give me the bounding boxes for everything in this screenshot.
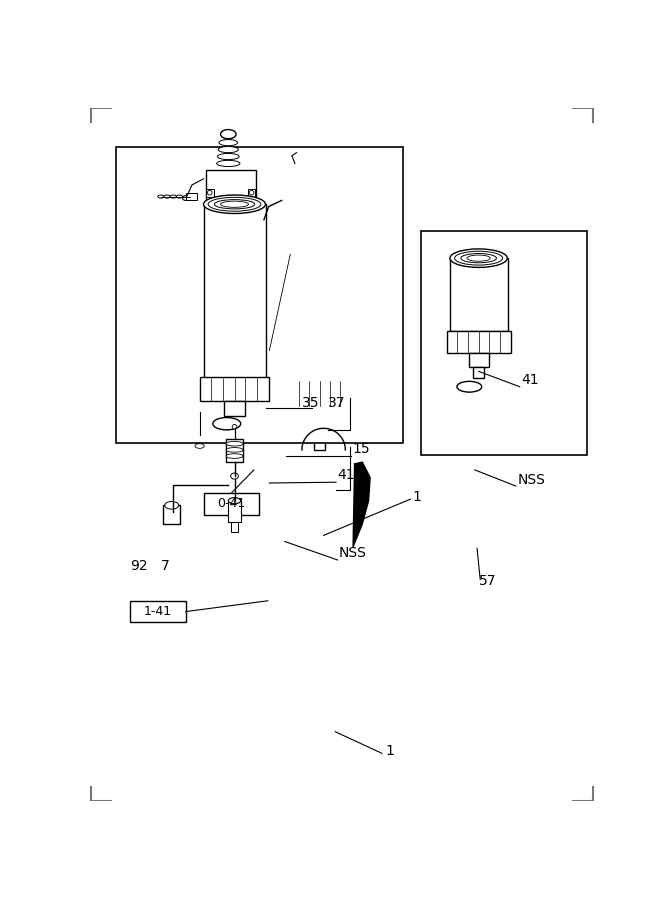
Ellipse shape — [195, 438, 204, 443]
Text: NSS: NSS — [518, 472, 545, 487]
Ellipse shape — [195, 444, 204, 448]
Ellipse shape — [165, 501, 179, 509]
Bar — [292, 231, 348, 382]
Ellipse shape — [461, 254, 496, 263]
Text: 1-41: 1-41 — [143, 605, 172, 618]
Ellipse shape — [219, 140, 237, 146]
Bar — [264, 415, 281, 428]
Ellipse shape — [297, 175, 321, 183]
Polygon shape — [353, 463, 370, 547]
Bar — [314, 435, 325, 450]
Bar — [447, 331, 511, 353]
Text: 57: 57 — [479, 574, 496, 589]
Ellipse shape — [298, 181, 319, 189]
Text: 1: 1 — [386, 743, 394, 758]
Bar — [203, 204, 265, 377]
Ellipse shape — [185, 391, 198, 403]
Bar — [450, 258, 508, 331]
Bar — [231, 522, 238, 532]
Text: 15: 15 — [352, 442, 370, 456]
Ellipse shape — [158, 195, 164, 198]
Ellipse shape — [195, 433, 204, 437]
Text: 7: 7 — [161, 559, 169, 573]
Ellipse shape — [221, 202, 248, 207]
Bar — [468, 353, 489, 366]
Ellipse shape — [231, 473, 238, 479]
Ellipse shape — [226, 447, 243, 452]
Ellipse shape — [334, 216, 340, 222]
Bar — [340, 196, 352, 206]
Bar — [289, 382, 351, 406]
Text: 92: 92 — [130, 559, 147, 573]
Ellipse shape — [217, 153, 239, 159]
Ellipse shape — [297, 169, 321, 176]
Ellipse shape — [207, 191, 212, 195]
Bar — [185, 193, 197, 201]
Ellipse shape — [249, 191, 254, 195]
Bar — [223, 400, 245, 416]
Ellipse shape — [221, 130, 236, 139]
Ellipse shape — [292, 222, 348, 240]
Bar — [228, 500, 241, 522]
Ellipse shape — [226, 454, 243, 458]
Ellipse shape — [309, 228, 331, 234]
Text: NSS: NSS — [339, 546, 367, 560]
Bar — [284, 214, 293, 223]
Text: 1: 1 — [413, 490, 422, 504]
Ellipse shape — [295, 157, 323, 164]
Bar — [332, 214, 342, 223]
Bar — [473, 366, 484, 377]
Ellipse shape — [213, 418, 241, 430]
Ellipse shape — [164, 195, 170, 198]
Ellipse shape — [457, 382, 482, 392]
Bar — [226, 439, 243, 463]
Ellipse shape — [450, 249, 508, 267]
Ellipse shape — [303, 152, 315, 159]
Bar — [163, 505, 180, 524]
Ellipse shape — [297, 224, 343, 238]
Bar — [206, 169, 256, 208]
Bar — [200, 377, 269, 400]
Ellipse shape — [226, 441, 243, 446]
Bar — [313, 423, 327, 435]
Ellipse shape — [203, 195, 265, 213]
Text: 41: 41 — [521, 373, 539, 387]
Bar — [176, 328, 269, 412]
Ellipse shape — [176, 195, 183, 198]
Text: 35: 35 — [302, 396, 319, 410]
Text: 37: 37 — [327, 396, 345, 410]
Ellipse shape — [259, 219, 266, 225]
Bar — [308, 406, 331, 423]
Bar — [203, 493, 259, 515]
Bar — [116, 147, 403, 443]
Ellipse shape — [247, 337, 260, 349]
Ellipse shape — [183, 196, 189, 201]
Ellipse shape — [214, 200, 255, 209]
Ellipse shape — [232, 425, 237, 429]
Ellipse shape — [298, 149, 319, 162]
Ellipse shape — [228, 498, 241, 504]
Ellipse shape — [455, 251, 503, 266]
Ellipse shape — [170, 195, 176, 198]
Ellipse shape — [208, 197, 261, 211]
Ellipse shape — [295, 163, 322, 170]
Bar — [420, 231, 587, 454]
Bar — [247, 189, 255, 196]
Bar — [285, 193, 340, 235]
Text: 0-41: 0-41 — [217, 498, 245, 510]
Bar — [130, 601, 185, 623]
Ellipse shape — [217, 160, 240, 166]
Ellipse shape — [285, 216, 291, 222]
Ellipse shape — [218, 147, 238, 153]
Text: 41: 41 — [338, 468, 356, 482]
Ellipse shape — [303, 227, 337, 236]
Ellipse shape — [185, 337, 198, 349]
Ellipse shape — [467, 255, 490, 261]
Bar — [206, 189, 213, 196]
Bar — [257, 409, 289, 436]
